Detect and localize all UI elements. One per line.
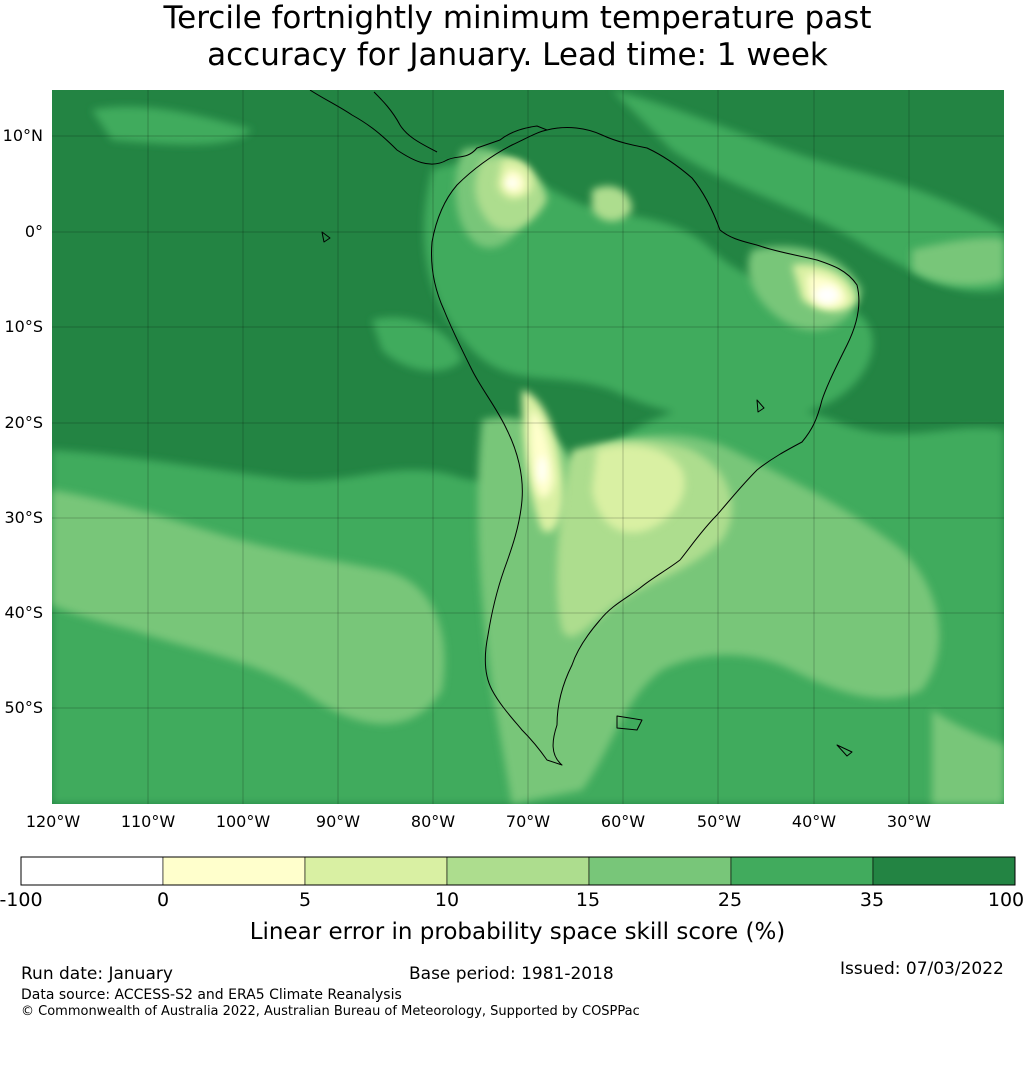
chart-title: Tercile fortnightly minimum temperature … xyxy=(0,0,1035,74)
lat-label-10n: 10°N xyxy=(2,126,43,145)
lon-label-110w: 110°W xyxy=(120,812,176,831)
colorbar xyxy=(20,856,1016,886)
lon-label-120w: 120°W xyxy=(25,812,81,831)
data-source: Data source: ACCESS-S2 and ERA5 Climate … xyxy=(21,987,402,1003)
colorbar-segment-2 xyxy=(304,856,448,886)
coastlines xyxy=(309,90,860,766)
base-period: Base period: 1981-2018 xyxy=(409,964,614,984)
lat-label-20s: 20°S xyxy=(4,413,43,432)
colorbar-tick-5: 5 xyxy=(298,889,312,911)
colorbar-segment-5 xyxy=(730,856,874,886)
colorbar-tick-10: 10 xyxy=(434,889,460,911)
colorbar-segment-1 xyxy=(162,856,306,886)
colorbar-outline xyxy=(20,856,1016,886)
colorbar-segment-0 xyxy=(20,856,164,886)
skill-region-white xyxy=(506,178,839,484)
run-date: Run date: January xyxy=(21,964,173,984)
lat-label-40s: 40°S xyxy=(4,603,43,622)
issued-date: Issued: 07/03/2022 xyxy=(840,959,1004,979)
lon-label-70w: 70°W xyxy=(505,812,551,831)
title-line-2: accuracy for January. Lead time: 1 week xyxy=(207,37,828,73)
colorbar-segment-4 xyxy=(588,856,732,886)
lat-label-0: 0° xyxy=(24,222,43,241)
lon-label-90w: 90°W xyxy=(315,812,361,831)
colorbar-label: Linear error in probability space skill … xyxy=(249,919,786,945)
lon-label-60w: 60°W xyxy=(600,812,646,831)
colorbar-tick-15: 15 xyxy=(575,889,601,911)
colorbar-segment-6 xyxy=(872,856,1016,886)
colorbar-segment-3 xyxy=(446,856,590,886)
skill-map xyxy=(52,90,1004,804)
lon-label-40w: 40°W xyxy=(791,812,837,831)
colorbar-tick-35: 35 xyxy=(859,889,885,911)
title-line-1: Tercile fortnightly minimum temperature … xyxy=(163,0,872,36)
lon-label-100w: 100°W xyxy=(215,812,271,831)
gridlines xyxy=(52,90,1004,804)
colorbar-tick-minus100: -100 xyxy=(0,889,43,911)
lon-label-30w: 30°W xyxy=(886,812,932,831)
colorbar-tick-100: 100 xyxy=(987,889,1025,911)
lon-label-50w: 50°W xyxy=(696,812,742,831)
lat-label-30s: 30°S xyxy=(4,508,43,527)
colorbar-tick-0: 0 xyxy=(156,889,170,911)
lon-label-80w: 80°W xyxy=(410,812,456,831)
colorbar-tick-25: 25 xyxy=(717,889,743,911)
lat-label-10s: 10°S xyxy=(4,317,43,336)
lat-label-50s: 50°S xyxy=(4,698,43,717)
copyright: © Commonwealth of Australia 2022, Austra… xyxy=(21,1004,640,1019)
